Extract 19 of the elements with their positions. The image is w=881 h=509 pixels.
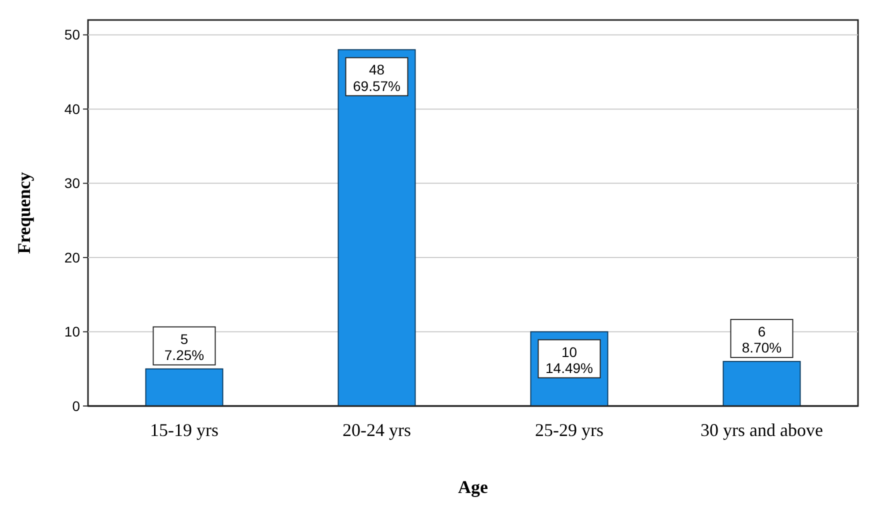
y-tick-label: 50 — [64, 26, 80, 43]
data-label: 10 14.49% — [546, 344, 593, 376]
y-tick-label: 30 — [64, 175, 80, 192]
bar — [338, 49, 416, 406]
data-label: 5 7.25% — [164, 330, 204, 363]
y-tick-label: 10 — [64, 324, 80, 340]
x-tick-label: 20-24 yrs — [342, 420, 411, 440]
x-tick-label: 15-19 yrs — [150, 420, 218, 440]
x-tick-label: 30 yrs and above — [700, 420, 823, 440]
data-label: 6 8.70% — [742, 323, 782, 356]
y-tick-label: 20 — [64, 249, 80, 266]
bar — [145, 368, 224, 406]
data-label: 48 69.57% — [353, 62, 400, 94]
x-axis-title: Age — [458, 477, 488, 497]
bar — [722, 360, 801, 406]
y-tick-label: 0 — [72, 398, 80, 414]
y-tick-label: 40 — [64, 100, 80, 117]
x-tick-label: 25-29 yrs — [535, 420, 604, 440]
y-axis-title: Frequency — [14, 172, 34, 254]
